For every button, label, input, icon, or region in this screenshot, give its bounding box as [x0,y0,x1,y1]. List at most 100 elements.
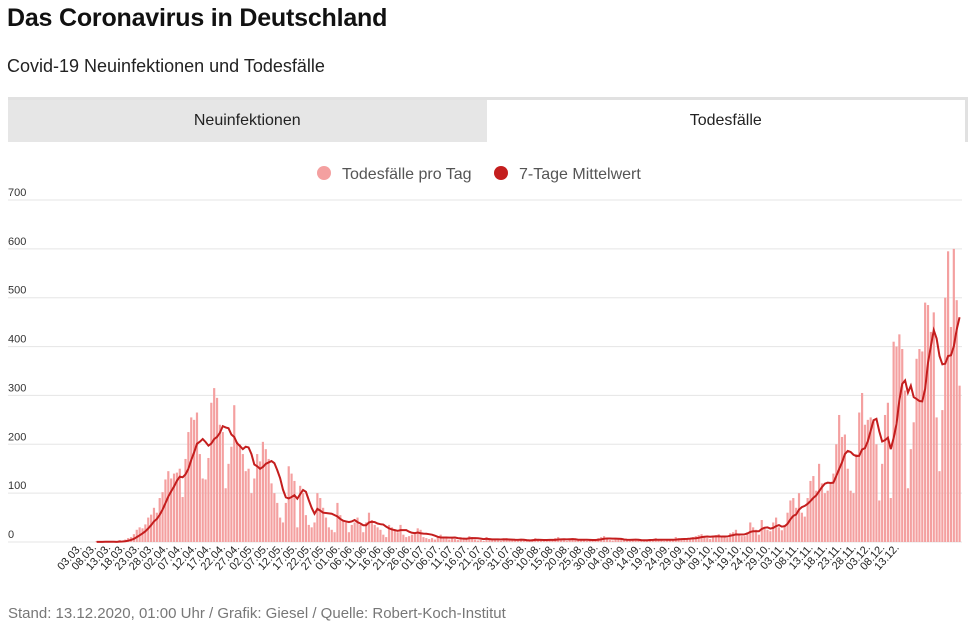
daily-death-bar[interactable] [350,524,353,542]
daily-death-bar[interactable] [190,417,193,542]
daily-death-bar[interactable] [433,539,437,542]
daily-death-bar[interactable] [293,480,296,542]
daily-death-bar[interactable] [379,529,382,542]
daily-death-bar[interactable] [416,528,419,542]
daily-death-bar[interactable] [430,538,434,542]
daily-death-bar[interactable] [623,540,626,542]
daily-death-bar[interactable] [740,536,743,542]
daily-death-bar[interactable] [840,436,844,542]
daily-death-bar[interactable] [637,540,640,542]
daily-death-bar[interactable] [491,539,494,542]
daily-death-bar[interactable] [823,493,826,542]
daily-death-bar[interactable] [806,498,809,542]
daily-death-bar[interactable] [562,540,566,542]
daily-death-bar[interactable] [396,532,399,542]
daily-death-bar[interactable] [365,522,368,542]
daily-death-bar[interactable] [267,458,270,542]
daily-death-bar[interactable] [387,524,391,542]
daily-death-bar[interactable] [620,538,623,542]
daily-death-bar[interactable] [686,539,689,542]
daily-death-bar[interactable] [158,498,161,542]
daily-death-bar[interactable] [310,527,313,542]
daily-death-bar[interactable] [577,540,580,542]
daily-death-bar[interactable] [706,538,709,542]
daily-death-bar[interactable] [508,539,511,542]
daily-death-bar[interactable] [843,434,846,542]
daily-death-bar[interactable] [608,540,611,542]
daily-death-bar[interactable] [754,529,758,542]
daily-death-bar[interactable] [347,532,351,542]
daily-death-bar[interactable] [362,532,365,542]
daily-death-bar[interactable] [442,537,445,542]
daily-death-bar[interactable] [866,419,869,542]
daily-death-bar[interactable] [370,520,373,542]
daily-death-bar[interactable] [797,493,801,542]
daily-death-bar[interactable] [236,441,239,542]
daily-death-bar[interactable] [703,537,706,542]
daily-death-bar[interactable] [904,390,907,542]
daily-death-bar[interactable] [858,412,861,542]
daily-death-bar[interactable] [809,480,812,542]
daily-death-bar[interactable] [949,327,953,542]
daily-death-bar[interactable] [906,488,910,542]
daily-death-bar[interactable] [829,483,832,542]
daily-death-bar[interactable] [141,528,144,542]
daily-death-bar[interactable] [476,540,480,542]
daily-death-bar[interactable] [932,312,935,542]
daily-death-bar[interactable] [175,472,178,542]
daily-death-bar[interactable] [924,302,927,542]
daily-death-bar[interactable] [494,539,497,542]
daily-death-bar[interactable] [172,473,176,542]
daily-death-bar[interactable] [883,414,887,542]
legend-line-label[interactable]: 7-Tage Mittelwert [519,166,641,183]
daily-death-bar[interactable] [367,512,371,542]
daily-death-bar[interactable] [875,444,878,542]
daily-death-bar[interactable] [717,534,720,542]
daily-death-bar[interactable] [803,516,806,542]
daily-death-bar[interactable] [861,392,864,542]
daily-death-bar[interactable] [743,536,746,542]
daily-death-bar[interactable] [135,529,138,542]
daily-death-bar[interactable] [737,534,740,542]
daily-death-bar[interactable] [296,527,299,542]
daily-death-bar[interactable] [929,331,932,542]
daily-death-bar[interactable] [617,539,620,542]
daily-death-bar[interactable] [207,457,210,542]
daily-death-bar[interactable] [835,444,838,542]
daily-death-bar[interactable] [818,463,821,542]
daily-death-bar[interactable] [459,537,462,542]
daily-death-bar[interactable] [909,449,912,542]
daily-death-bar[interactable] [545,540,548,542]
daily-death-bar[interactable] [941,410,944,542]
daily-death-bar[interactable] [264,449,267,542]
daily-death-bar[interactable] [723,537,726,542]
daily-death-bar[interactable] [144,524,147,542]
daily-death-bar[interactable] [780,530,783,542]
daily-death-bar[interactable] [516,541,520,542]
daily-death-bar[interactable] [852,493,855,542]
daily-death-bar[interactable] [287,466,290,542]
daily-death-bar[interactable] [301,493,305,542]
daily-death-bar[interactable] [838,414,841,542]
daily-death-bar[interactable] [201,478,204,542]
daily-death-bar[interactable] [525,540,528,542]
daily-death-bar[interactable] [399,524,402,542]
daily-death-bar[interactable] [921,351,924,542]
daily-death-bar[interactable] [258,461,262,542]
daily-death-bar[interactable] [800,512,803,542]
daily-death-bar[interactable] [777,527,781,542]
daily-death-bar[interactable] [330,529,333,542]
daily-death-bar[interactable] [542,541,545,542]
daily-death-bar[interactable] [792,498,795,542]
daily-death-bar[interactable] [261,441,264,542]
daily-death-bar[interactable] [895,346,898,542]
daily-death-bar[interactable] [253,478,256,542]
daily-death-bar[interactable] [657,540,660,542]
daily-death-bar[interactable] [588,540,591,542]
daily-death-bar[interactable] [846,468,849,542]
daily-death-bar[interactable] [729,533,732,542]
daily-death-bar[interactable] [322,507,325,542]
daily-death-bar[interactable] [886,402,889,542]
daily-death-bar[interactable] [898,334,901,542]
daily-death-bar[interactable] [161,492,164,542]
